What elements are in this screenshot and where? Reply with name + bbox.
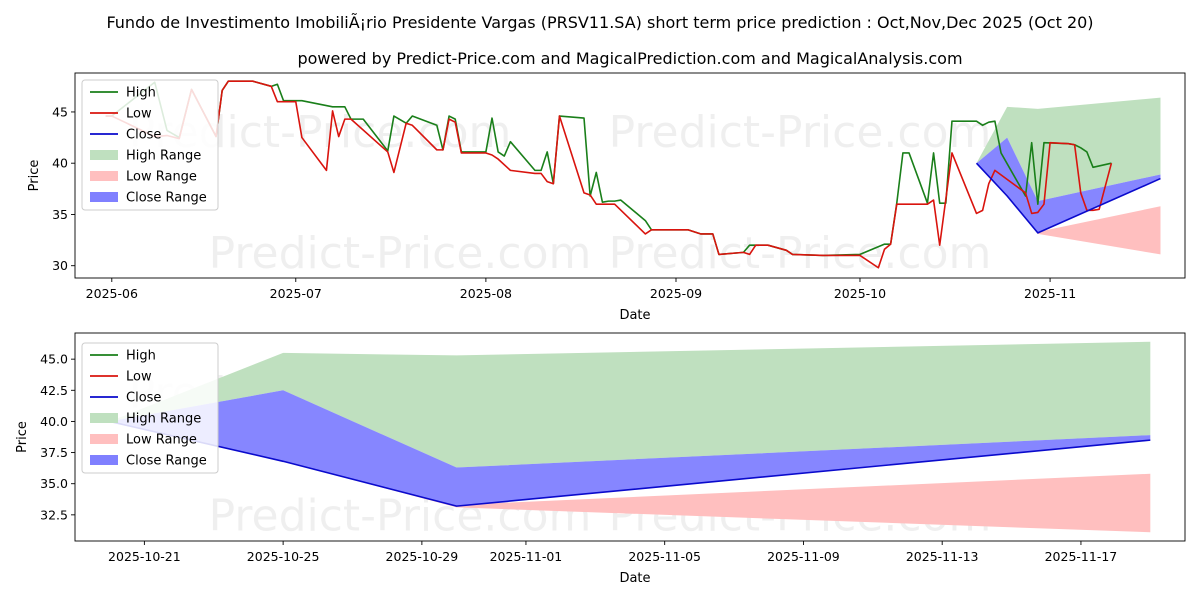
legend-label-close: Close	[126, 391, 161, 406]
close-range-swatch	[90, 455, 118, 465]
y-tick-label: 35.0	[40, 476, 68, 491]
legend-label-low: Low	[126, 107, 152, 122]
x-tick-label: 2025-11-17	[1045, 549, 1118, 564]
low-range-swatch	[90, 434, 118, 444]
high-range-band	[109, 341, 1151, 468]
plot-area: Predict-Price.comPredict-Price.comPredic…	[109, 341, 1151, 541]
x-tick-label: 2025-06	[86, 286, 138, 301]
watermark-text: Predict-Price.com	[609, 107, 992, 158]
high-range-swatch	[90, 150, 118, 160]
chart-subtitle: powered by Predict-Price.com and Magical…	[297, 49, 962, 68]
legend-label-low-range: Low Range	[126, 170, 197, 185]
legend-label-high-range: High Range	[126, 149, 201, 164]
y-tick-label: 37.5	[40, 445, 68, 460]
legend-label-close: Close	[126, 128, 161, 143]
x-tick-label: 2025-10-21	[108, 549, 181, 564]
low-line	[105, 80, 1113, 269]
legend-label-close-range: Close Range	[126, 454, 207, 469]
y-tick-label: 45.0	[40, 352, 68, 367]
close-line	[975, 162, 1161, 234]
watermark-text: Predict-Price.com	[209, 228, 592, 279]
close-range-band	[109, 390, 1151, 507]
x-tick-label: 2025-11	[1024, 286, 1076, 301]
low-range-swatch	[90, 171, 118, 181]
chart-title: Fundo de Investimento ImobiliÃ¡rio Presi…	[106, 13, 1093, 32]
y-tick-label: 35	[52, 207, 68, 222]
y-axis-label: Price	[27, 160, 42, 192]
legend-label-high: High	[126, 349, 156, 364]
x-axis-label: Date	[619, 308, 650, 323]
axes-frame	[74, 332, 1186, 542]
axes-frame	[74, 72, 1186, 279]
x-tick-label: 2025-11-13	[906, 549, 979, 564]
legend-label-high-range: High Range	[126, 412, 201, 427]
bottom-panel: Predict-Price.comPredict-Price.comPredic…	[15, 332, 1186, 586]
high-range-swatch	[90, 413, 118, 423]
x-tick-label: 2025-11-01	[490, 549, 563, 564]
high-range-band	[976, 97, 1161, 202]
close-range-swatch	[90, 192, 118, 202]
y-tick-label: 42.5	[40, 383, 68, 398]
x-tick-label: 2025-09	[650, 286, 702, 301]
y-tick-label: 45	[52, 104, 68, 119]
legend-label-close-range: Close Range	[126, 191, 207, 206]
top-panel: Predict-Price.com Predict-Price.com Predic…	[27, 72, 1186, 323]
x-tick-label: 2025-10-29	[386, 549, 459, 564]
watermark-text: Predict-Price.com	[609, 228, 992, 279]
x-tick-label: 2025-11-09	[767, 549, 840, 564]
y-tick-label: 32.5	[40, 507, 68, 522]
y-tick-label: 40	[52, 156, 68, 171]
close-range-band	[976, 137, 1161, 233]
x-tick-label: 2025-08	[460, 286, 512, 301]
low-range-band	[976, 163, 1161, 255]
x-tick-label: 2025-10-25	[247, 549, 320, 564]
y-tick-label: 40.0	[40, 414, 68, 429]
legend: High Low Close High Range Low Range Close Ran…	[81, 342, 219, 474]
legend-label-high: High	[126, 86, 156, 101]
x-tick-label: 2025-07	[270, 286, 322, 301]
x-tick-label: 2025-11-05	[628, 549, 701, 564]
x-axis-label: Date	[619, 571, 650, 586]
legend-label-low-range: Low Range	[126, 433, 197, 448]
y-tick-label: 30	[52, 258, 68, 273]
y-axis-label: Price	[15, 421, 30, 453]
legend: High Low Close High Range Low Range Close Ran…	[81, 79, 219, 211]
plot-area: Predict-Price.com Predict-Price.com Predic…	[105, 80, 1161, 279]
high-line	[105, 80, 1112, 257]
x-tick-label: 2025-10	[834, 286, 886, 301]
legend-label-low: Low	[126, 370, 152, 385]
low-range-band	[109, 421, 1151, 533]
